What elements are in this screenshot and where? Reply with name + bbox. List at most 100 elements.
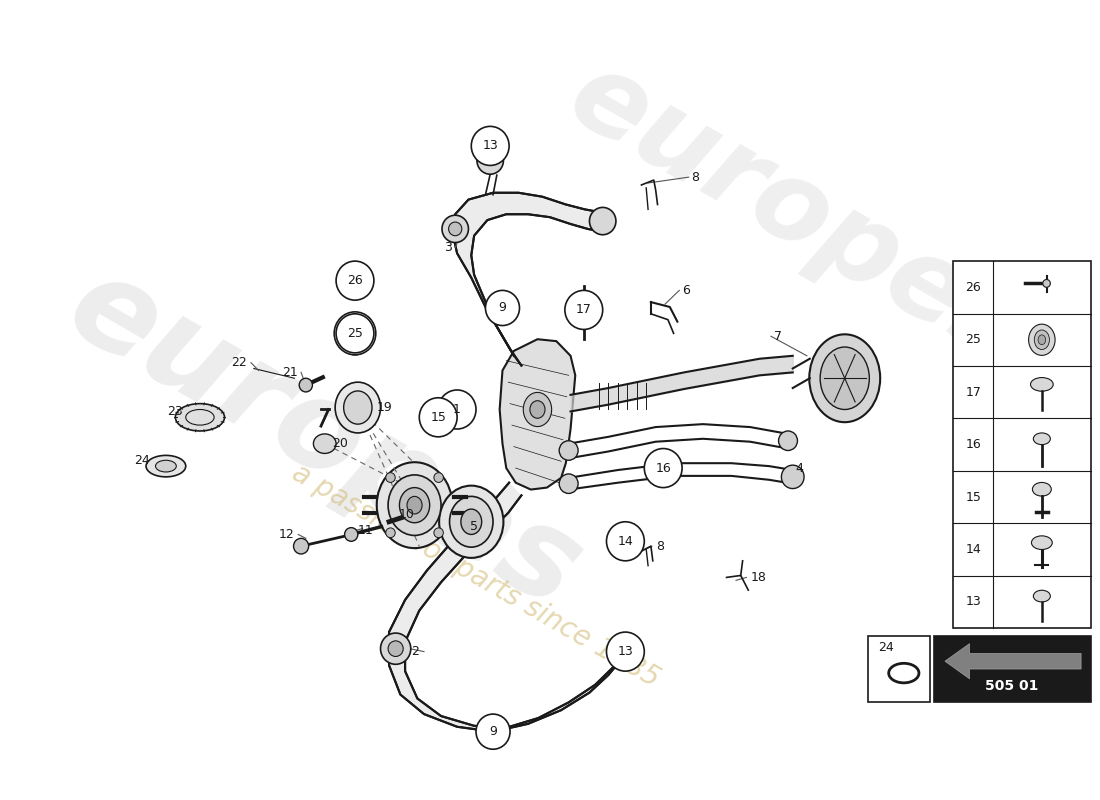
Ellipse shape — [810, 334, 880, 422]
Ellipse shape — [1034, 330, 1049, 350]
Ellipse shape — [1033, 590, 1050, 602]
Text: 2: 2 — [411, 645, 419, 658]
Circle shape — [449, 222, 462, 236]
Text: europes: europes — [47, 244, 602, 634]
Text: 10: 10 — [398, 509, 415, 522]
Ellipse shape — [376, 462, 452, 548]
Ellipse shape — [530, 401, 544, 418]
Circle shape — [486, 725, 499, 738]
Ellipse shape — [461, 509, 482, 534]
Text: 16: 16 — [966, 438, 981, 451]
Ellipse shape — [155, 460, 176, 472]
Text: 26: 26 — [348, 274, 363, 287]
Text: 25: 25 — [348, 327, 363, 340]
Text: 505 01: 505 01 — [986, 678, 1038, 693]
Ellipse shape — [399, 487, 430, 522]
Ellipse shape — [1028, 324, 1055, 355]
Ellipse shape — [345, 332, 364, 350]
Text: 17: 17 — [576, 303, 592, 317]
Circle shape — [299, 378, 312, 392]
Ellipse shape — [576, 304, 591, 316]
Text: europes: europes — [551, 42, 1044, 387]
Text: 15: 15 — [430, 411, 447, 424]
Circle shape — [779, 431, 798, 450]
Ellipse shape — [450, 496, 493, 547]
Circle shape — [388, 641, 404, 657]
Ellipse shape — [1032, 536, 1053, 550]
Text: 5: 5 — [470, 520, 477, 533]
Text: 26: 26 — [966, 281, 981, 294]
Circle shape — [1043, 279, 1050, 287]
Text: 14: 14 — [617, 534, 634, 548]
Text: 24: 24 — [134, 454, 150, 466]
Polygon shape — [499, 339, 575, 490]
Text: 13: 13 — [966, 595, 981, 609]
Circle shape — [480, 718, 506, 746]
Circle shape — [294, 538, 309, 554]
Text: 14: 14 — [966, 543, 981, 556]
Circle shape — [337, 261, 374, 300]
Text: 3: 3 — [444, 241, 452, 254]
Bar — [934, 636, 1090, 702]
Text: 16: 16 — [656, 462, 671, 474]
Ellipse shape — [314, 434, 337, 454]
Text: 7: 7 — [773, 330, 782, 342]
Circle shape — [476, 714, 510, 750]
Circle shape — [485, 290, 519, 326]
Text: 20: 20 — [332, 437, 349, 450]
Ellipse shape — [1038, 335, 1046, 345]
Text: 21: 21 — [283, 366, 298, 379]
Text: 19: 19 — [376, 401, 393, 414]
Circle shape — [344, 528, 358, 542]
Circle shape — [381, 633, 410, 664]
Circle shape — [477, 147, 504, 174]
Ellipse shape — [498, 303, 507, 312]
Circle shape — [442, 215, 469, 242]
Text: 8: 8 — [656, 540, 663, 553]
Circle shape — [559, 474, 579, 494]
Text: 8: 8 — [692, 170, 700, 184]
Bar — [868, 636, 930, 702]
Circle shape — [438, 390, 476, 429]
Text: 13: 13 — [617, 645, 634, 658]
Ellipse shape — [407, 496, 422, 514]
Text: 9: 9 — [490, 725, 497, 738]
Circle shape — [334, 312, 376, 355]
Ellipse shape — [175, 404, 224, 431]
Text: 13: 13 — [482, 139, 498, 153]
Circle shape — [590, 207, 616, 234]
Text: 1: 1 — [453, 403, 461, 416]
Circle shape — [337, 314, 374, 353]
Ellipse shape — [146, 455, 186, 477]
Text: 6: 6 — [682, 284, 690, 297]
Circle shape — [606, 632, 645, 671]
Text: 18: 18 — [750, 571, 766, 584]
Text: 11: 11 — [358, 524, 374, 537]
Bar — [954, 261, 1090, 628]
Circle shape — [559, 441, 579, 460]
Ellipse shape — [821, 347, 869, 410]
Circle shape — [419, 398, 458, 437]
Text: 22: 22 — [231, 356, 248, 369]
Circle shape — [386, 528, 395, 538]
Circle shape — [386, 473, 395, 482]
Text: a passion for parts since 1985: a passion for parts since 1985 — [287, 458, 664, 693]
Circle shape — [606, 522, 645, 561]
Text: 12: 12 — [278, 528, 295, 541]
Text: 24: 24 — [878, 642, 893, 654]
Ellipse shape — [336, 382, 381, 433]
Circle shape — [781, 465, 804, 489]
Text: 23: 23 — [167, 405, 183, 418]
Ellipse shape — [340, 327, 370, 355]
Circle shape — [433, 528, 443, 538]
Text: 9: 9 — [498, 302, 506, 314]
Text: 17: 17 — [966, 386, 981, 398]
Text: 15: 15 — [966, 490, 981, 503]
Ellipse shape — [1033, 433, 1050, 445]
Ellipse shape — [439, 486, 504, 558]
Circle shape — [565, 290, 603, 330]
Ellipse shape — [571, 299, 597, 321]
Ellipse shape — [1033, 482, 1052, 496]
Ellipse shape — [1031, 378, 1053, 391]
Circle shape — [471, 126, 509, 166]
